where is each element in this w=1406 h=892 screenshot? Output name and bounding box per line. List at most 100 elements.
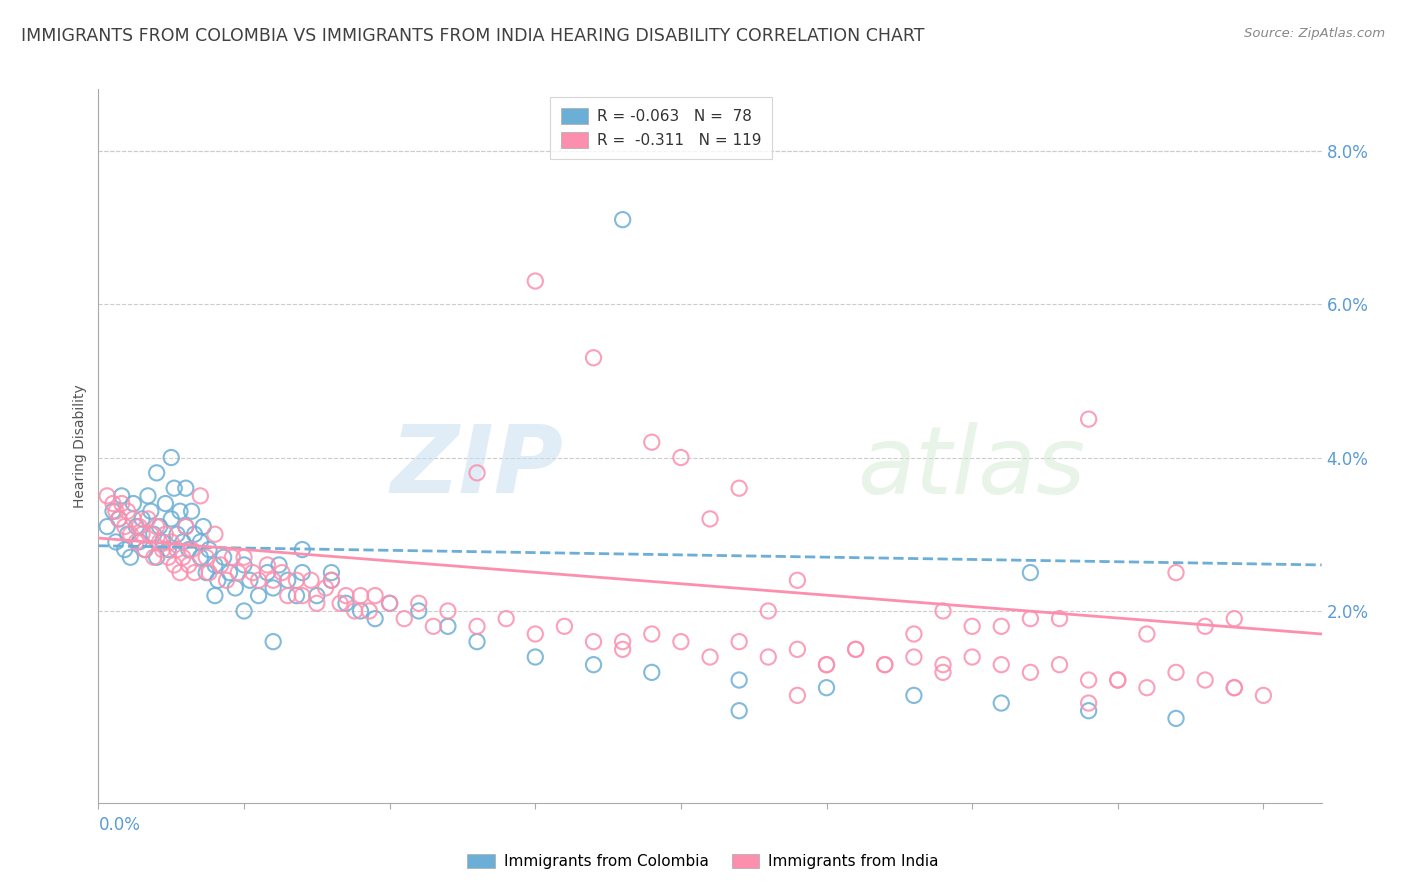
Point <box>262 634 284 648</box>
Point <box>242 566 264 580</box>
Point <box>142 527 165 541</box>
Point <box>101 497 124 511</box>
Point <box>277 589 299 603</box>
Point <box>437 619 460 633</box>
Point <box>174 519 197 533</box>
Point <box>226 566 249 580</box>
Point <box>111 489 134 503</box>
Point <box>815 657 838 672</box>
Point <box>1049 612 1071 626</box>
Point <box>1077 696 1099 710</box>
Point <box>96 489 118 503</box>
Point <box>145 550 167 565</box>
Point <box>612 212 634 227</box>
Point <box>163 558 186 572</box>
Point <box>183 566 205 580</box>
Point <box>195 550 218 565</box>
Point <box>160 512 183 526</box>
Point <box>422 619 444 633</box>
Point <box>699 512 721 526</box>
Point <box>1194 619 1216 633</box>
Point <box>172 550 194 565</box>
Point <box>932 665 955 680</box>
Point <box>174 481 197 495</box>
Point <box>756 650 779 665</box>
Point <box>582 351 605 365</box>
Point <box>128 519 150 533</box>
Point <box>193 519 215 533</box>
Point <box>321 566 343 580</box>
Point <box>256 566 278 580</box>
Point <box>1136 681 1159 695</box>
Text: 0.0%: 0.0% <box>98 815 141 834</box>
Point <box>134 542 156 557</box>
Point <box>612 634 634 648</box>
Point <box>990 696 1012 710</box>
Point <box>120 527 142 541</box>
Point <box>465 619 488 633</box>
Point <box>160 450 183 465</box>
Point <box>139 527 162 541</box>
Point <box>195 566 218 580</box>
Point <box>188 550 212 565</box>
Point <box>437 604 460 618</box>
Point <box>728 481 751 495</box>
Point <box>990 619 1012 633</box>
Point <box>142 550 165 565</box>
Point <box>180 542 202 557</box>
Point <box>699 650 721 665</box>
Point <box>524 650 547 665</box>
Point <box>378 596 401 610</box>
Point <box>108 512 131 526</box>
Point <box>786 689 808 703</box>
Point <box>1019 665 1042 680</box>
Point <box>224 581 246 595</box>
Point <box>359 604 381 618</box>
Point <box>160 535 183 549</box>
Point <box>1223 612 1246 626</box>
Point <box>1223 681 1246 695</box>
Point <box>932 604 955 618</box>
Point <box>188 489 212 503</box>
Point <box>408 596 430 610</box>
Point <box>315 581 337 595</box>
Point <box>247 574 270 588</box>
Point <box>125 535 148 549</box>
Point <box>221 550 243 565</box>
Point <box>364 612 387 626</box>
Point <box>845 642 868 657</box>
Point <box>1077 412 1099 426</box>
Point <box>239 574 262 588</box>
Point <box>183 527 205 541</box>
Point <box>903 627 925 641</box>
Point <box>128 535 150 549</box>
Point <box>641 627 664 641</box>
Point <box>117 527 139 541</box>
Point <box>364 589 387 603</box>
Point <box>174 519 197 533</box>
Point <box>1107 673 1129 687</box>
Point <box>172 535 194 549</box>
Point <box>728 704 751 718</box>
Legend: R = -0.063   N =  78, R =  -0.311   N = 119: R = -0.063 N = 78, R = -0.311 N = 119 <box>550 97 772 159</box>
Point <box>378 596 401 610</box>
Point <box>155 497 177 511</box>
Point <box>1019 566 1042 580</box>
Point <box>152 535 174 549</box>
Point <box>198 566 221 580</box>
Point <box>669 634 692 648</box>
Point <box>169 566 191 580</box>
Point <box>845 642 868 657</box>
Point <box>215 574 238 588</box>
Point <box>1077 673 1099 687</box>
Point <box>177 542 200 557</box>
Point <box>582 634 605 648</box>
Point <box>1164 665 1187 680</box>
Point <box>1164 711 1187 725</box>
Point <box>101 504 124 518</box>
Point <box>157 550 180 565</box>
Point <box>305 589 328 603</box>
Point <box>903 650 925 665</box>
Point <box>873 657 896 672</box>
Point <box>960 619 983 633</box>
